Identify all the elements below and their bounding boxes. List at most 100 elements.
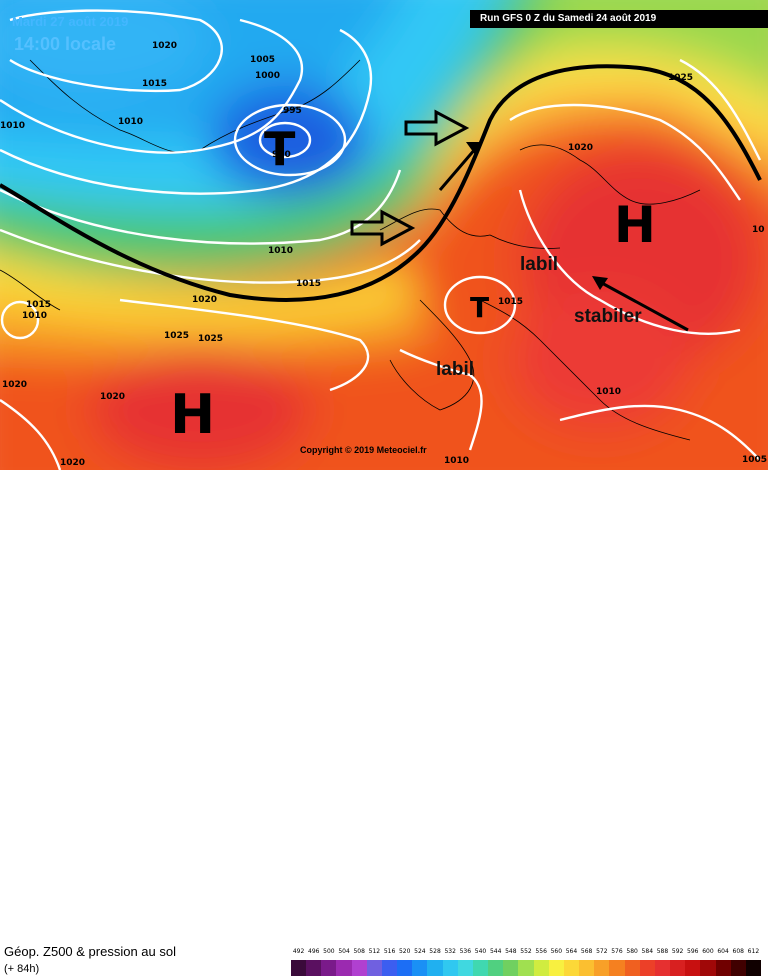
legend-swatch — [427, 960, 444, 976]
legend-swatch — [442, 960, 459, 976]
copyright: Copyright © 2019 Meteociel.fr — [300, 445, 427, 455]
legend-tick: 540 — [474, 948, 487, 955]
legend-tick: 592 — [671, 948, 684, 955]
legend-swatch — [730, 960, 747, 976]
legend-swatch — [412, 960, 428, 976]
legend-swatch — [351, 960, 368, 976]
isobar-label: 1020 — [100, 392, 125, 402]
legend-swatch — [700, 960, 716, 976]
legend-swatch — [639, 960, 656, 976]
high-pressure-symbol: H — [614, 196, 656, 254]
legend-swatch — [609, 960, 626, 976]
legend-tick: 520 — [398, 948, 411, 955]
legend-swatch — [397, 960, 413, 976]
isobar-label: 1020 — [568, 143, 593, 153]
forecast-date: Mardi 27 août 2019 — [12, 14, 129, 29]
isobar-label: 1020 — [192, 295, 217, 305]
isobar-label: 1025 — [198, 334, 223, 344]
legend-swatch — [654, 960, 671, 976]
isobar-label: 1020 — [152, 41, 177, 51]
map-caption: Géop. Z500 & pression au sol — [4, 944, 176, 959]
legend-swatch — [745, 960, 762, 976]
legend-swatch — [488, 960, 504, 976]
legend-tick: 524 — [414, 948, 426, 955]
annotation-stabiler: stabiler — [574, 306, 642, 327]
legend-tick: 496 — [308, 948, 320, 955]
map-canvas: 1020 1015 1010 1005 1000 995 990 1010 10… — [0, 0, 768, 520]
legend-tick: 600 — [702, 948, 714, 955]
legend-tick: 532 — [444, 948, 456, 955]
legend-tick: 572 — [596, 948, 608, 955]
legend-swatch — [306, 960, 322, 976]
legend-swatch — [381, 960, 398, 976]
legend-tick: 588 — [656, 948, 669, 955]
legend-swatch — [624, 960, 641, 976]
color-legend: 492 496 500 504 508 512 516 520 524 528 532 536 540 5… — [285, 948, 763, 980]
legend-tick: 580 — [626, 948, 638, 955]
isobar-label: 1015 — [498, 297, 523, 307]
legend-swatch — [685, 960, 701, 976]
legend-tick: 552 — [520, 948, 532, 955]
legend-tick: 604 — [717, 948, 729, 955]
legend-tick: 568 — [580, 948, 593, 955]
legend-tick: 528 — [429, 948, 441, 955]
legend-swatch — [670, 960, 686, 976]
legend-tick: 564 — [565, 948, 578, 955]
legend-tick: 612 — [747, 948, 760, 955]
flow-arrows — [350, 109, 689, 332]
low-pressure-symbol: T — [470, 291, 489, 324]
legend-swatch — [336, 960, 353, 976]
isobar-label: 1025 — [164, 331, 189, 341]
isobar-label: 1010 — [118, 117, 143, 127]
legend-swatch — [518, 960, 535, 976]
high-pressure-symbol: H — [170, 383, 215, 446]
geopotential-field — [0, 0, 768, 520]
legend-tick: 584 — [641, 948, 654, 955]
isobar-label: 1020 — [2, 380, 27, 390]
isobar-label: 1010 — [444, 456, 469, 466]
isobar-label: 1010 — [268, 246, 293, 256]
isobar-label: 1010 — [0, 121, 25, 131]
legend-swatch — [366, 960, 383, 976]
isobar-label: 995 — [283, 106, 302, 116]
isobar-label: 1015 — [142, 79, 167, 89]
isobar-label: 1010 — [596, 387, 621, 397]
ridge-line — [0, 64, 762, 302]
legend-swatch — [594, 960, 610, 976]
legend-swatch — [291, 960, 307, 976]
legend-tick: 516 — [383, 948, 396, 955]
isobar-label: 1015 — [26, 300, 51, 310]
isobar-label: 1005 — [250, 55, 275, 65]
legend-footer: Géop. Z500 & pression au sol (+ 84h) 492… — [0, 470, 768, 976]
legend-swatch — [548, 960, 565, 976]
isobar-label: 1010 — [22, 311, 47, 321]
legend-tick: 492 — [292, 948, 305, 955]
legend-tick: 536 — [459, 948, 472, 955]
isobar-label: 1015 — [296, 279, 321, 289]
isobars — [0, 9, 762, 471]
legend-tick: 556 — [535, 948, 547, 955]
legend-swatch — [503, 960, 519, 976]
legend-swatch — [563, 960, 580, 976]
legend-tick: 508 — [353, 948, 365, 955]
annotation-labil: labil — [436, 359, 474, 380]
legend-tick: 504 — [338, 948, 350, 955]
legend-tick: 608 — [732, 948, 744, 955]
isobar-label: 1005 — [742, 455, 767, 465]
legend-swatch — [472, 960, 489, 976]
legend-tick: 576 — [611, 948, 623, 955]
isobar-label: 1025 — [668, 73, 693, 83]
run-info: Run GFS 0 Z du Samedi 24 août 2019 — [470, 10, 768, 28]
isobar-label: 990 — [272, 150, 291, 160]
legend-tick: 596 — [687, 948, 699, 955]
legend-tick: 544 — [489, 948, 502, 955]
annotation-labil: labil — [520, 254, 558, 275]
isobar-label: 10 — [752, 225, 765, 235]
forecast-lead: (+ 84h) — [4, 963, 40, 975]
weather-map: 1020 1015 1010 1005 1000 995 990 1010 10… — [0, 0, 768, 520]
legend-tick: 560 — [550, 948, 563, 955]
legend-swatch — [579, 960, 595, 976]
low-pressure-symbol: T — [264, 122, 296, 176]
legend-tick: 512 — [368, 948, 381, 955]
pressure-labels: 1020 1015 1010 1005 1000 995 990 1010 10… — [0, 41, 767, 468]
